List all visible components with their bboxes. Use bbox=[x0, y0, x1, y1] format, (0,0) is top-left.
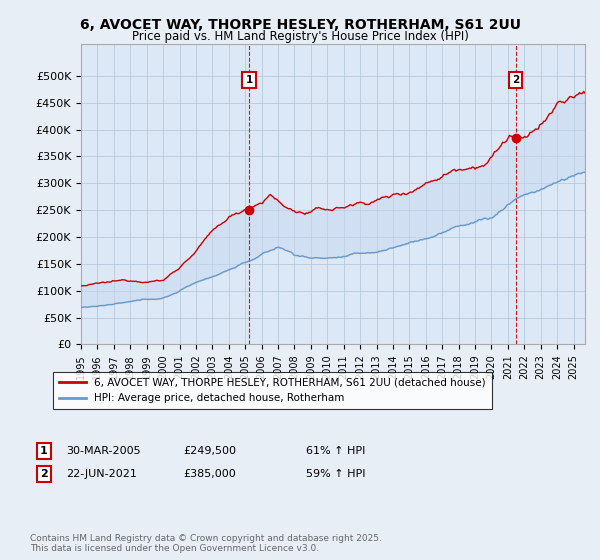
Text: 6, AVOCET WAY, THORPE HESLEY, ROTHERHAM, S61 2UU: 6, AVOCET WAY, THORPE HESLEY, ROTHERHAM,… bbox=[79, 18, 521, 32]
Legend: 6, AVOCET WAY, THORPE HESLEY, ROTHERHAM, S61 2UU (detached house), HPI: Average : 6, AVOCET WAY, THORPE HESLEY, ROTHERHAM,… bbox=[53, 372, 492, 409]
Text: Contains HM Land Registry data © Crown copyright and database right 2025.
This d: Contains HM Land Registry data © Crown c… bbox=[30, 534, 382, 553]
Text: 30-MAR-2005: 30-MAR-2005 bbox=[66, 446, 140, 456]
Text: 1: 1 bbox=[40, 446, 47, 456]
Text: Price paid vs. HM Land Registry's House Price Index (HPI): Price paid vs. HM Land Registry's House … bbox=[131, 30, 469, 43]
Text: 59% ↑ HPI: 59% ↑ HPI bbox=[306, 469, 365, 479]
Text: 61% ↑ HPI: 61% ↑ HPI bbox=[306, 446, 365, 456]
Text: £249,500: £249,500 bbox=[183, 446, 236, 456]
Text: 1: 1 bbox=[245, 75, 253, 85]
Text: 2: 2 bbox=[512, 75, 519, 85]
Text: 22-JUN-2021: 22-JUN-2021 bbox=[66, 469, 137, 479]
Text: 2: 2 bbox=[40, 469, 47, 479]
Text: £385,000: £385,000 bbox=[183, 469, 236, 479]
